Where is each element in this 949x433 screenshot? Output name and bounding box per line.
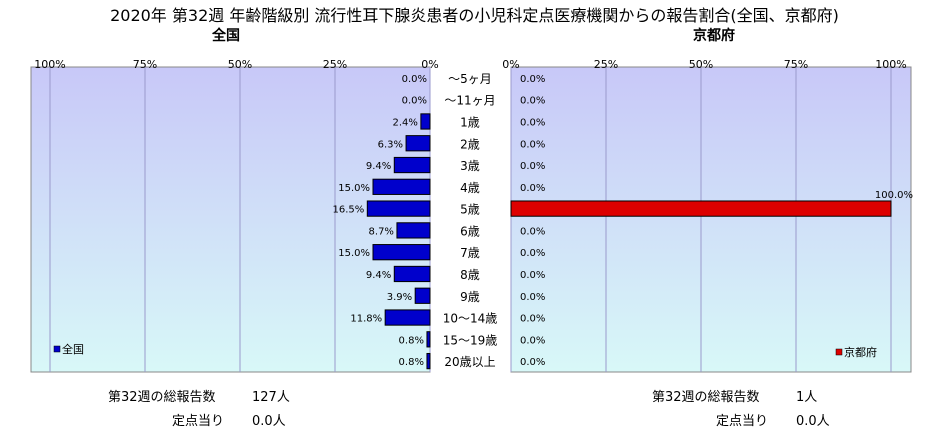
national-data-label: 15.0%: [338, 183, 370, 194]
kyoto-legend-swatch: [835, 348, 843, 356]
category-label: 3歳: [460, 159, 480, 173]
national-bar: [393, 156, 431, 174]
category-label: 2歳: [460, 137, 480, 151]
kyoto-data-label: 0.0%: [520, 139, 545, 150]
category-label: 20歳以上: [444, 355, 495, 369]
national-bar: [372, 244, 431, 261]
category-label: 10～14歳: [443, 312, 498, 326]
kyoto-panel-title: 京都府: [693, 28, 735, 44]
kyoto-data-label: 0.0%: [520, 74, 545, 85]
national-data-label: 15.0%: [338, 248, 370, 259]
national-data-label: 6.3%: [378, 139, 403, 150]
kyoto-data-label: 0.0%: [520, 226, 545, 237]
national-x-tick-label: 75%: [133, 58, 157, 71]
national-x-tick-label: 0%: [421, 58, 438, 71]
national-bar: [366, 200, 431, 217]
national-bar: [426, 331, 431, 348]
national-bar: [384, 309, 431, 326]
national-bar: [426, 352, 431, 370]
category-label: 8歳: [460, 268, 480, 282]
national-data-label: 9.4%: [366, 161, 391, 172]
category-label: 1歳: [460, 115, 480, 129]
national-data-label: 2.4%: [392, 117, 417, 128]
national-per-value: 0.0人: [252, 414, 286, 429]
national-panel-title: 全国: [212, 28, 240, 44]
national-data-label: 8.7%: [369, 226, 394, 237]
national-data-label: 0.8%: [399, 357, 424, 368]
category-label: 4歳: [460, 181, 480, 195]
national-data-label: 16.5%: [333, 205, 365, 216]
kyoto-total-value: 1人: [796, 390, 818, 405]
national-total-label: 第32週の総報告数: [108, 390, 216, 405]
chart-title: 2020年 第32週 年齢階級別 流行性耳下腺炎患者の小児科定点医療機関からの報…: [110, 6, 839, 25]
national-data-label: 0.8%: [399, 335, 424, 346]
national-bar: [396, 222, 431, 239]
national-data-label: 9.4%: [366, 270, 391, 281]
category-label: 15～19歳: [443, 333, 498, 347]
kyoto-x-tick-label: 50%: [689, 58, 713, 71]
kyoto-x-tick-label: 25%: [594, 58, 618, 71]
national-bar: [414, 287, 431, 304]
kyoto-plot-area: [510, 66, 912, 373]
kyoto-data-label: 0.0%: [520, 270, 545, 281]
category-label: ～11ヶ月: [444, 94, 495, 108]
national-data-label: 11.8%: [350, 314, 382, 325]
national-x-tick-label: 25%: [323, 58, 347, 71]
kyoto-data-label: 0.0%: [520, 183, 545, 194]
kyoto-legend-label: 京都府: [844, 345, 877, 359]
kyoto-x-tick-label: 100%: [875, 58, 906, 71]
category-label: 5歳: [460, 203, 480, 217]
national-bar: [393, 265, 431, 283]
kyoto-data-label: 0.0%: [520, 161, 545, 172]
kyoto-data-label: 0.0%: [520, 96, 545, 107]
category-label: ～5ヶ月: [448, 72, 492, 86]
national-data-label: 3.9%: [387, 292, 412, 303]
kyoto-total-label: 第32週の総報告数: [652, 390, 760, 405]
kyoto-x-tick-label: 0%: [502, 58, 519, 71]
kyoto-data-label: 0.0%: [520, 314, 545, 325]
national-data-label: 0.0%: [402, 96, 427, 107]
category-label: 7歳: [460, 246, 480, 260]
kyoto-data-label: 0.0%: [520, 292, 545, 303]
kyoto-data-label: 100.0%: [875, 190, 913, 201]
category-label: 9歳: [460, 290, 480, 304]
kyoto-data-label: 0.0%: [520, 248, 545, 259]
national-legend-swatch: [53, 345, 61, 353]
kyoto-x-tick-label: 75%: [784, 58, 808, 71]
national-bar: [420, 113, 431, 130]
kyoto-data-label: 0.0%: [520, 117, 545, 128]
national-bar: [372, 178, 431, 195]
kyoto-data-label: 0.0%: [520, 335, 545, 346]
national-per-label: 定点当り: [172, 414, 225, 429]
national-total-value: 127人: [252, 390, 290, 405]
national-data-label: 0.0%: [402, 74, 427, 85]
national-x-tick-label: 50%: [228, 58, 252, 71]
kyoto-per-value: 0.0人: [796, 414, 830, 429]
kyoto-per-label: 定点当り: [716, 414, 769, 429]
kyoto-data-label: 0.0%: [520, 357, 545, 368]
national-x-tick-label: 100%: [34, 58, 65, 71]
national-bar: [405, 135, 431, 152]
national-plot-area: [30, 66, 431, 373]
national-legend-label: 全国: [62, 342, 84, 356]
category-label: 6歳: [460, 224, 480, 238]
kyoto-bar: [510, 200, 892, 217]
